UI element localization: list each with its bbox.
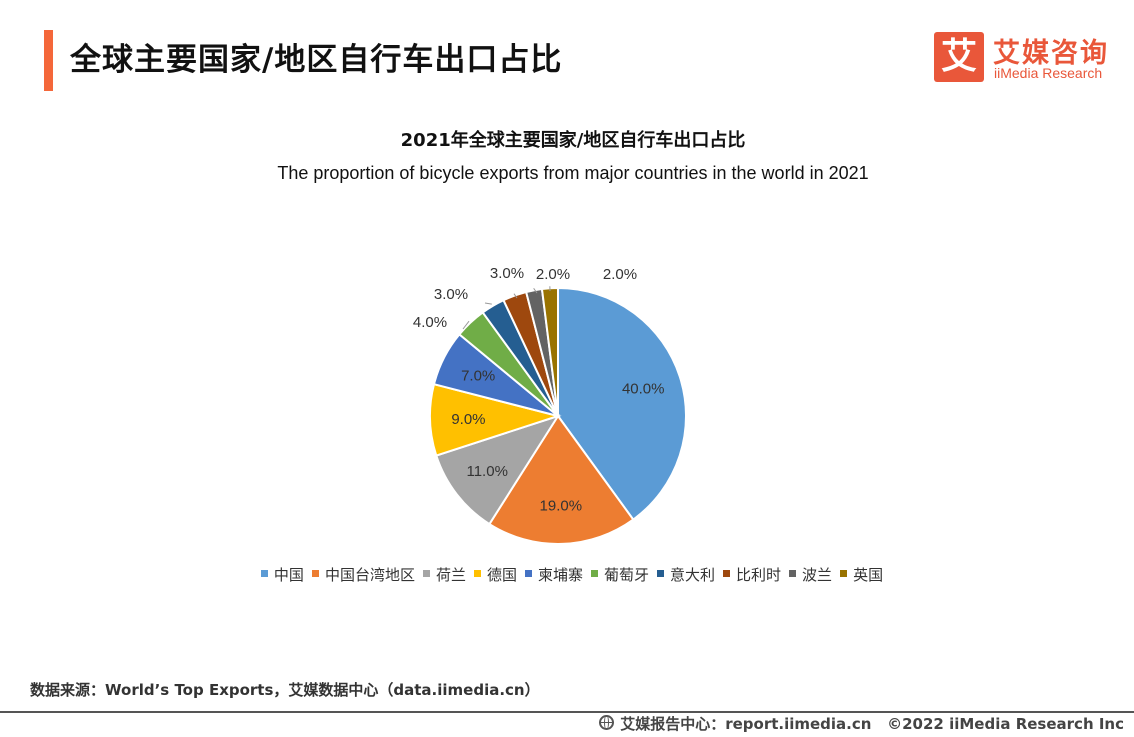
slice-label-1: 40.0% — [622, 380, 665, 397]
legend-swatch — [473, 570, 481, 577]
slice-label-2: 19.0% — [540, 498, 583, 515]
legend-swatch — [591, 570, 598, 577]
legend-item-6: 葡萄牙 — [591, 564, 649, 585]
chart-subtitle: The proportion of bicycle exports from m… — [277, 163, 869, 183]
legend-item-3: 荷兰 — [422, 564, 466, 585]
legend-item-7: 意大利 — [657, 564, 715, 585]
leader-line-6 — [462, 320, 470, 330]
chart-legend: 中国 中国台湾地区 荷兰 德国 柬埔寨 葡萄牙 意大利 比利时 波兰 英国 — [0, 564, 1134, 585]
legend-swatch — [723, 570, 731, 577]
legend-item-1: 中国 — [260, 564, 304, 585]
pie-slice-1 — [557, 286, 687, 521]
legend-item-5: 柬埔寨 — [524, 564, 583, 585]
slice-label-7: 3.0% — [434, 286, 468, 303]
pie-slice-3 — [435, 414, 561, 526]
legend-label: 中国 — [273, 566, 304, 584]
slice-label-5: 7.0% — [461, 367, 495, 384]
legend-swatch — [311, 570, 319, 577]
leader-line-8 — [513, 293, 518, 299]
legend-label: 葡萄牙 — [604, 566, 650, 584]
legend-swatch — [657, 570, 665, 577]
legend-label: 德国 — [486, 566, 517, 584]
legend-item-8: 比利时 — [723, 564, 781, 585]
slice-label-10: 2.0% — [603, 266, 637, 283]
legend-item-4: 德国 — [473, 564, 517, 585]
chart-title: 2021年全球主要国家/地区自行车出口占比 — [400, 130, 746, 151]
legend-label: 意大利 — [670, 566, 716, 584]
legend-swatch — [260, 570, 268, 577]
brand-logo: 艾 艾媒咨询 iiMedia Research — [934, 32, 1120, 86]
slice-label-8: 3.0% — [490, 265, 524, 282]
report-center-link[interactable]: 艾媒报告中心：report.iimedia.cn — [620, 715, 872, 733]
slice-label-6: 4.0% — [413, 314, 447, 331]
slice-label-9: 2.0% — [536, 266, 570, 283]
leader-line-9 — [533, 288, 538, 294]
legend-label: 英国 — [853, 566, 884, 584]
page-title: 全球主要国家/地区自行车出口占比 — [70, 42, 563, 78]
data-source: 数据来源：World’s Top Exports，艾媒数据中心（data.iim… — [30, 681, 540, 699]
legend-swatch — [524, 570, 532, 577]
legend-label: 波兰 — [802, 566, 833, 584]
slice-label-4: 9.0% — [451, 411, 485, 428]
legend-label: 中国台湾地区 — [324, 566, 415, 584]
legend-item-2: 中国台湾地区 — [311, 564, 415, 585]
logo-mark: 艾 — [934, 32, 984, 82]
title-accent-bar — [44, 30, 53, 91]
leader-line-7 — [484, 302, 492, 305]
footer-divider — [0, 711, 1134, 713]
legend-item-10: 英国 — [840, 564, 883, 585]
footer-bar: 艾媒报告中心：report.iimedia.cn ©2022 iiMedia R… — [599, 713, 1124, 734]
copyright: ©2022 iiMedia Research Inc — [887, 715, 1124, 733]
legend-swatch — [422, 570, 430, 577]
legend-label: 柬埔寨 — [537, 566, 583, 584]
legend-item-9: 波兰 — [789, 564, 832, 585]
slice-label-3: 11.0% — [466, 463, 507, 480]
globe-icon — [599, 715, 615, 730]
logo-name-en: iiMedia Research — [994, 65, 1103, 81]
legend-label: 比利时 — [736, 566, 782, 584]
logo-name-cn: 艾媒咨询 — [993, 38, 1109, 69]
legend-swatch — [840, 570, 848, 577]
legend-swatch — [789, 570, 797, 577]
pie-slice-2 — [488, 414, 635, 545]
legend-label: 荷兰 — [435, 566, 466, 584]
